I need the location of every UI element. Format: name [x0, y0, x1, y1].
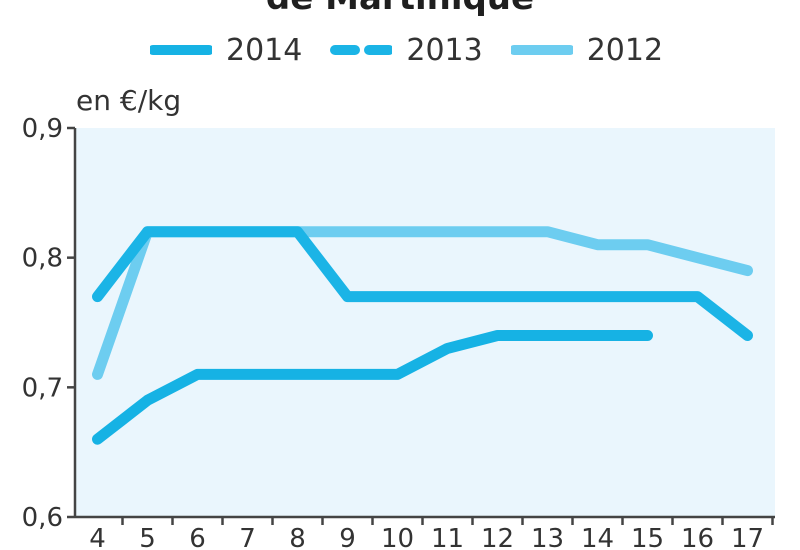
series-layer: [92, 226, 753, 445]
legend-swatch-2013: [330, 45, 393, 55]
x-tick-label-13: 13: [531, 524, 564, 550]
y-tick-label-2: 0,8: [22, 244, 63, 274]
x-tick-label-4: 4: [89, 524, 106, 550]
y-tick-label-3: 0,9: [22, 114, 63, 144]
chart-legend: 2014 2013 2012: [150, 28, 663, 72]
axis-layer: 0,6 0,7 0,8 0,9 4 5 6 7 8 9 10 11 12 13 14 15 16 17: [22, 114, 775, 550]
legend-item-2012: 2012: [510, 32, 664, 68]
legend-swatch-2012: [510, 45, 573, 55]
chart-title: de Martinique: [0, 0, 800, 18]
x-tick-label-12: 12: [481, 524, 514, 550]
x-tick-label-8: 8: [289, 524, 306, 550]
legend-label-2012: 2012: [586, 32, 664, 68]
y-tick-label-1: 0,7: [22, 373, 63, 403]
x-tick-label-11: 11: [431, 524, 464, 550]
series-line-2014: [92, 330, 653, 445]
x-tick-label-7: 7: [239, 524, 256, 550]
x-tick-label-14: 14: [581, 524, 614, 550]
x-tick-label-15: 15: [631, 524, 664, 550]
y-axis-label: en €/kg: [76, 84, 182, 117]
legend-swatch-2014: [150, 45, 212, 55]
legend-item-2014: 2014: [150, 33, 302, 68]
series-line-2013: [92, 226, 753, 341]
plot-area: [75, 128, 775, 517]
legend-label-2013: 2013: [406, 32, 483, 68]
legend-label-2014: 2014: [226, 32, 303, 68]
x-tick-label-10: 10: [381, 524, 414, 550]
x-tick-label-5: 5: [139, 524, 156, 550]
x-tick-label-6: 6: [189, 524, 206, 550]
y-tick-label-0: 0,6: [22, 503, 63, 533]
x-tick-label-9: 9: [339, 524, 356, 550]
x-tick-label-16: 16: [681, 524, 714, 550]
x-tick-label-17: 17: [731, 524, 764, 550]
legend-item-2013: 2013: [330, 32, 483, 68]
